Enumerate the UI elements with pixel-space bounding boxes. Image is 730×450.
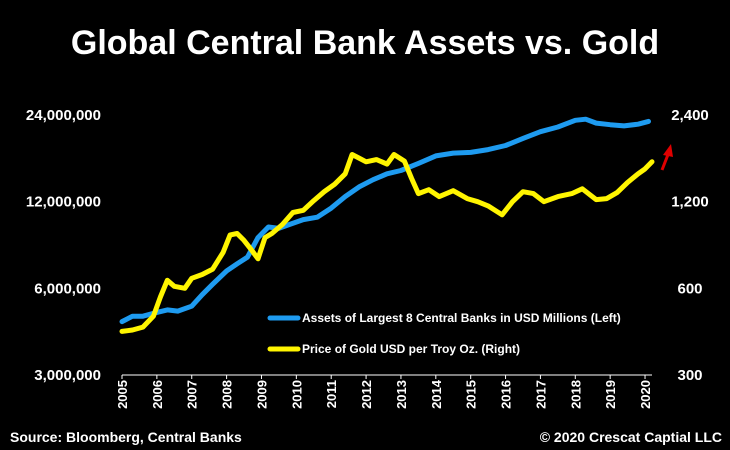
plot-area — [119, 116, 655, 334]
left-tick-label: 24,000,000 — [26, 107, 101, 124]
x-tick-label: 2006 — [150, 380, 165, 409]
x-tick-label: 2011 — [324, 380, 339, 408]
right-tick-label: 600 — [677, 280, 702, 297]
x-tick-label: 2014 — [429, 379, 444, 409]
x-tick-label: 2017 — [533, 380, 548, 409]
right-tick-label: 300 — [677, 367, 702, 384]
right-tick-label: 1,200 — [671, 194, 709, 211]
chart-title: Global Central Bank Assets vs. Gold — [71, 24, 659, 62]
annotation-arrow — [660, 144, 673, 171]
x-tick-label: 2018 — [568, 380, 583, 409]
left-tick-label: 12,000,000 — [26, 194, 101, 211]
right-axis: 2,400 1,200 600 300 — [671, 107, 709, 384]
source-note: Source: Bloomberg, Central Banks — [10, 429, 242, 445]
x-tick-label: 2013 — [394, 380, 409, 409]
series-line-gold-price — [119, 152, 655, 334]
legend-label: Price of Gold USD per Troy Oz. (Right) — [302, 342, 520, 356]
left-tick-label: 3,000,000 — [34, 367, 101, 384]
right-tick-label: 2,400 — [671, 107, 709, 124]
x-tick-label: 2015 — [464, 380, 479, 409]
series-line-central-bank-assets — [119, 116, 651, 325]
x-axis: 2005 2006 2007 2008 2009 2010 2011 2012 2013 2014… — [115, 374, 653, 409]
x-tick-label: 2009 — [254, 380, 269, 409]
x-tick-label: 2005 — [115, 380, 130, 409]
x-tick-label: 2010 — [289, 380, 304, 409]
x-tick-label: 2008 — [220, 380, 235, 409]
left-axis: 24,000,000 12,000,000 6,000,000 3,000,000 — [26, 107, 101, 384]
x-tick-label: 2007 — [185, 380, 200, 409]
x-tick-label: 2016 — [499, 380, 514, 409]
legend-label: Assets of Largest 8 Central Banks in USD… — [302, 311, 621, 325]
copyright-note: © 2020 Crescat Captial LLC — [540, 429, 722, 445]
x-tick-label: 2020 — [638, 380, 653, 409]
left-tick-label: 6,000,000 — [34, 280, 101, 297]
x-tick-label: 2012 — [359, 380, 374, 409]
x-tick-label: 2019 — [603, 380, 618, 409]
legend: Assets of Largest 8 Central Banks in USD… — [267, 311, 621, 356]
annotation-arrow-head — [663, 144, 673, 157]
